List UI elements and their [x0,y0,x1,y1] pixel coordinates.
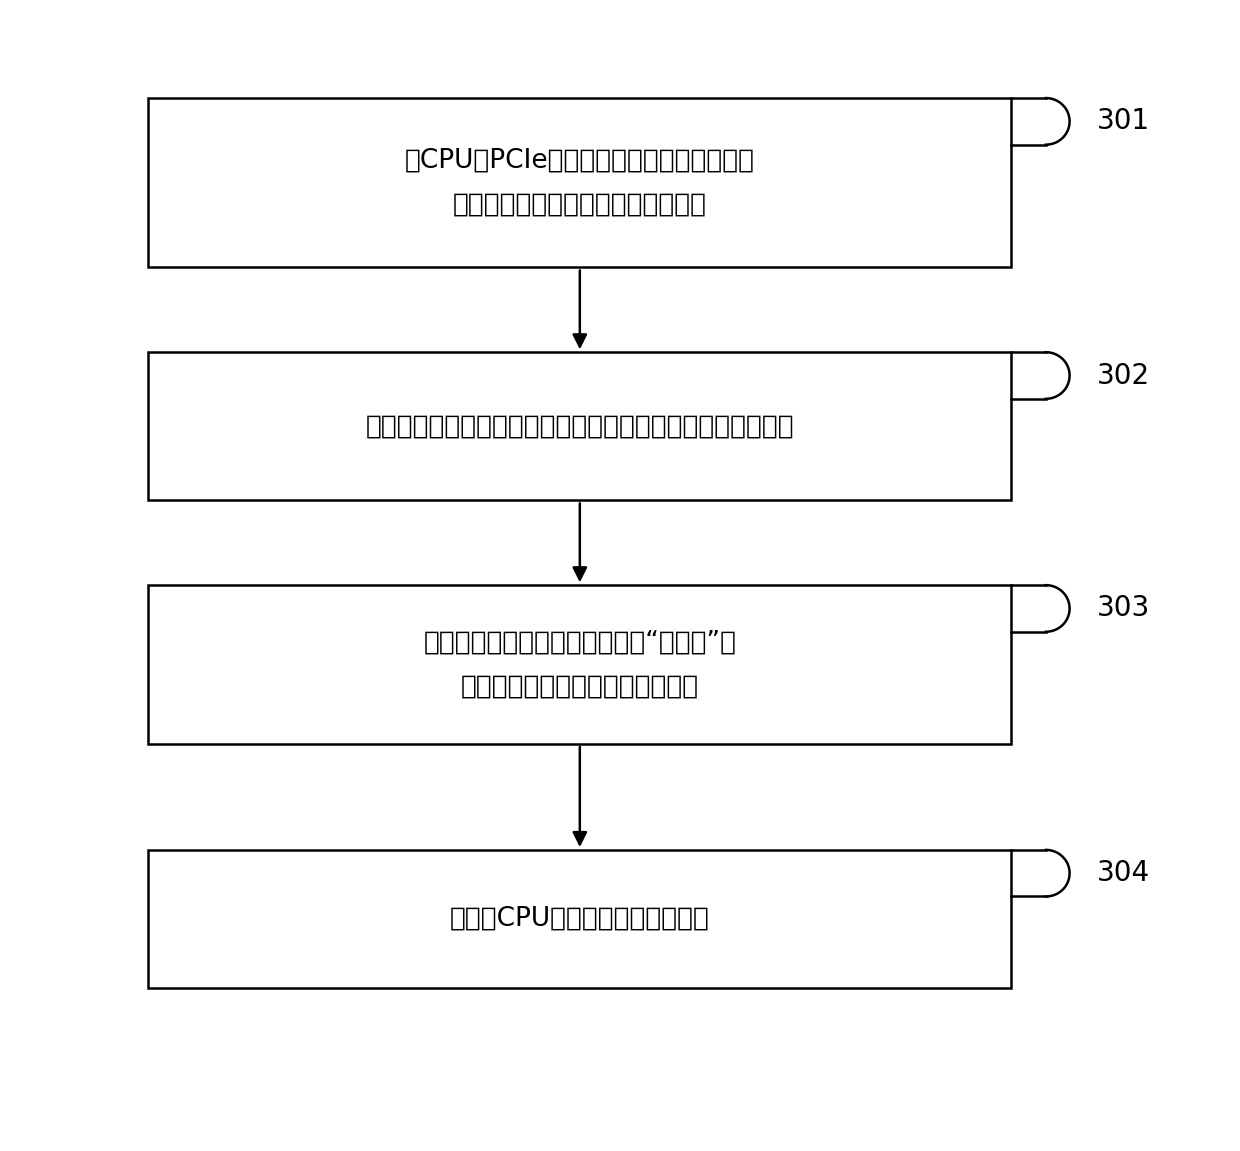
Text: 向所述CPU发送所述模拟响应消息: 向所述CPU发送所述模拟响应消息 [450,906,709,931]
Bar [149,585,1012,744]
Text: 当预先设定的触发条件达到时，确定所述访问请求的报文状态: 当预先设定的触发条件达到时，确定所述访问请求的报文状态 [366,413,794,440]
Text: 301: 301 [1096,107,1149,136]
Bar [149,352,1012,501]
Text: 302: 302 [1096,361,1149,389]
Text: 在CPU向PCIe端点设备发送访问请求之后，
对所述访问请求的报文状态进行监控: 在CPU向PCIe端点设备发送访问请求之后， 对所述访问请求的报文状态进行监控 [404,147,755,218]
Text: 如果所述访问请求的报文状态是“未完成”，
获取所述访问请求的模拟响应消息: 如果所述访问请求的报文状态是“未完成”， 获取所述访问请求的模拟响应消息 [423,630,737,700]
Bar [149,98,1012,267]
Text: 303: 303 [1096,594,1149,623]
Text: 304: 304 [1096,859,1149,887]
Bar [149,849,1012,988]
